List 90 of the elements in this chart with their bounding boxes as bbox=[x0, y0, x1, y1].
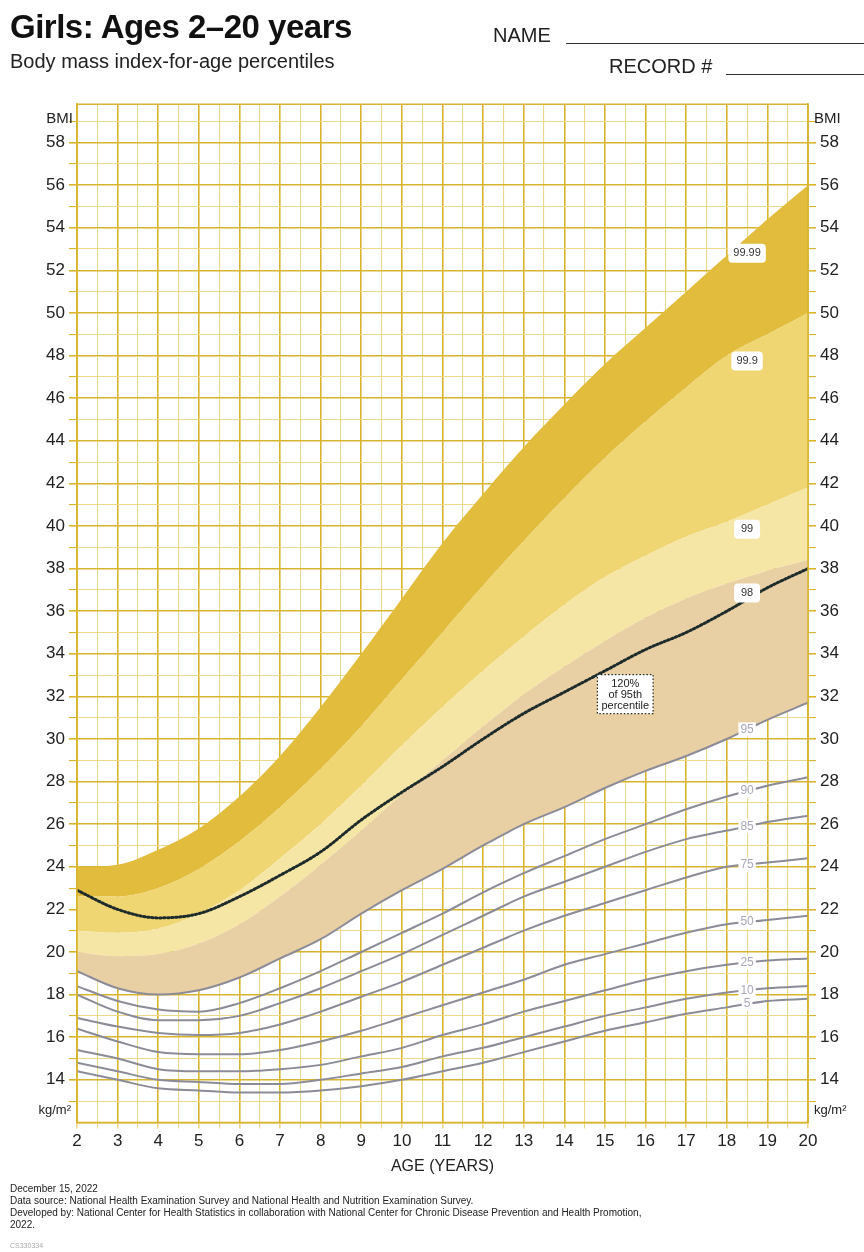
x-tick-label: 6 bbox=[234, 1131, 245, 1151]
x-tick-label: 10 bbox=[392, 1131, 412, 1151]
y2-tick-label: 36 bbox=[820, 600, 839, 620]
y2-tick-label: 58 bbox=[820, 132, 839, 152]
text: NAME bbox=[493, 24, 551, 47]
y-tick-label: 42 bbox=[46, 473, 65, 493]
y-tick-label: 50 bbox=[46, 302, 65, 322]
series-label: 5 bbox=[743, 996, 751, 1011]
x-tick-label: 8 bbox=[315, 1131, 326, 1151]
series-label: 98 bbox=[740, 586, 754, 599]
series-label: 120% of 95th percentile bbox=[601, 676, 650, 711]
y-tick-label: 44 bbox=[46, 430, 65, 450]
x-tick-label: 12 bbox=[473, 1131, 493, 1151]
x-tick-label: 3 bbox=[112, 1131, 123, 1151]
y2-tick-label: 56 bbox=[820, 174, 839, 194]
x-tick-label: 15 bbox=[595, 1131, 615, 1151]
text: RECORD # bbox=[609, 55, 713, 78]
y-tick-label: 54 bbox=[46, 217, 65, 237]
x-tick-label: 16 bbox=[636, 1131, 656, 1151]
y-tick-label: 26 bbox=[46, 813, 65, 833]
y-tick-label: 14 bbox=[46, 1069, 65, 1089]
y2-tick-label: 52 bbox=[820, 260, 839, 280]
series-label: 50 bbox=[740, 914, 755, 929]
y2-tick-label: 24 bbox=[820, 856, 839, 876]
x-axis-title: AGE (YEARS) bbox=[390, 1156, 495, 1174]
series-label: 99.9 bbox=[736, 353, 758, 366]
chart-title: Girls: Ages 2–20 years bbox=[10, 8, 352, 46]
y-tick-label: 28 bbox=[46, 771, 65, 791]
y-tick-label: 16 bbox=[46, 1026, 65, 1046]
x-tick-label: 13 bbox=[514, 1131, 534, 1151]
text: kg/m² bbox=[38, 1101, 72, 1117]
y2-axis-title: BMI bbox=[814, 109, 841, 127]
y2-tick-label: 46 bbox=[820, 387, 839, 407]
x-tick-label: 5 bbox=[194, 1131, 204, 1151]
x-tick-label: 4 bbox=[153, 1131, 163, 1151]
text: Developed by: National Center for Health Statistics in collaboration with National Center for Chronic Disease Prevention and Health Promotion, 2022. bbox=[10, 1207, 642, 1230]
y2-tick-label: 16 bbox=[820, 1026, 839, 1046]
x-tick-label: 9 bbox=[356, 1131, 367, 1151]
chart-subtitle: Body mass index-for-age percentiles bbox=[10, 50, 335, 73]
series-label: 90 bbox=[740, 783, 755, 798]
source-note: Data source: National Health Examination Survey and National Health and Nutrition Examination Survey. bbox=[10, 1195, 474, 1206]
y2-tick-label: 42 bbox=[820, 473, 839, 493]
y-tick-label: 38 bbox=[46, 558, 65, 578]
y2-tick-label: 40 bbox=[820, 515, 839, 535]
x-tick-label: 14 bbox=[554, 1131, 574, 1151]
y-tick-label: 58 bbox=[46, 132, 65, 152]
y2-tick-label: 14 bbox=[820, 1069, 839, 1089]
series-label: 10 bbox=[740, 982, 755, 997]
y-tick-label: 36 bbox=[46, 600, 65, 620]
y2-tick-label: 26 bbox=[820, 813, 839, 833]
series-label: 85 bbox=[740, 818, 755, 833]
y-tick-label: 30 bbox=[46, 728, 65, 748]
y-tick-label: 48 bbox=[46, 345, 65, 365]
y-tick-label: 32 bbox=[46, 686, 65, 706]
y2-tick-label: 32 bbox=[820, 686, 839, 706]
y-axis-title: BMI bbox=[46, 109, 73, 127]
x-tick-label: 2 bbox=[72, 1131, 82, 1151]
series-label: 99 bbox=[740, 522, 754, 535]
text: December 15, 2022 bbox=[10, 1183, 98, 1194]
y2-tick-label: 28 bbox=[820, 771, 839, 791]
x-tick-label: 11 bbox=[433, 1131, 452, 1151]
y2-tick-label: 18 bbox=[820, 984, 839, 1004]
y-tick-label: 46 bbox=[46, 387, 65, 407]
x-tick-label: 18 bbox=[717, 1131, 737, 1151]
y2-tick-label: 22 bbox=[820, 899, 839, 919]
y-tick-label: 34 bbox=[46, 643, 65, 663]
x-tick-label: 20 bbox=[798, 1131, 818, 1151]
y2-tick-label: 50 bbox=[820, 302, 839, 322]
series-label: 99.99 bbox=[733, 246, 761, 259]
series-label: 75 bbox=[740, 856, 755, 871]
series-label: 25 bbox=[740, 954, 755, 969]
series-label: 95 bbox=[740, 721, 755, 736]
y-tick-label: 56 bbox=[46, 174, 65, 194]
y-tick-label: 22 bbox=[46, 899, 65, 919]
y-tick-label: 40 bbox=[46, 515, 65, 535]
y-tick-label: 18 bbox=[46, 984, 65, 1004]
y2-tick-label: 34 bbox=[820, 643, 839, 663]
y-tick-label: 24 bbox=[46, 856, 65, 876]
y2-tick-label: 44 bbox=[820, 430, 839, 450]
y2-tick-label: 30 bbox=[820, 728, 839, 748]
y2-tick-label: 38 bbox=[820, 558, 839, 578]
y2-tick-label: 20 bbox=[820, 941, 839, 961]
y2-tick-label: 48 bbox=[820, 345, 839, 365]
y-tick-label: 52 bbox=[46, 260, 65, 280]
x-tick-label: 17 bbox=[676, 1131, 696, 1151]
x-tick-label: 19 bbox=[757, 1131, 777, 1151]
y-tick-label: 20 bbox=[46, 941, 65, 961]
text: kg/m² bbox=[814, 1101, 848, 1117]
y2-tick-label: 54 bbox=[820, 217, 839, 237]
x-tick-label: 7 bbox=[275, 1131, 285, 1151]
